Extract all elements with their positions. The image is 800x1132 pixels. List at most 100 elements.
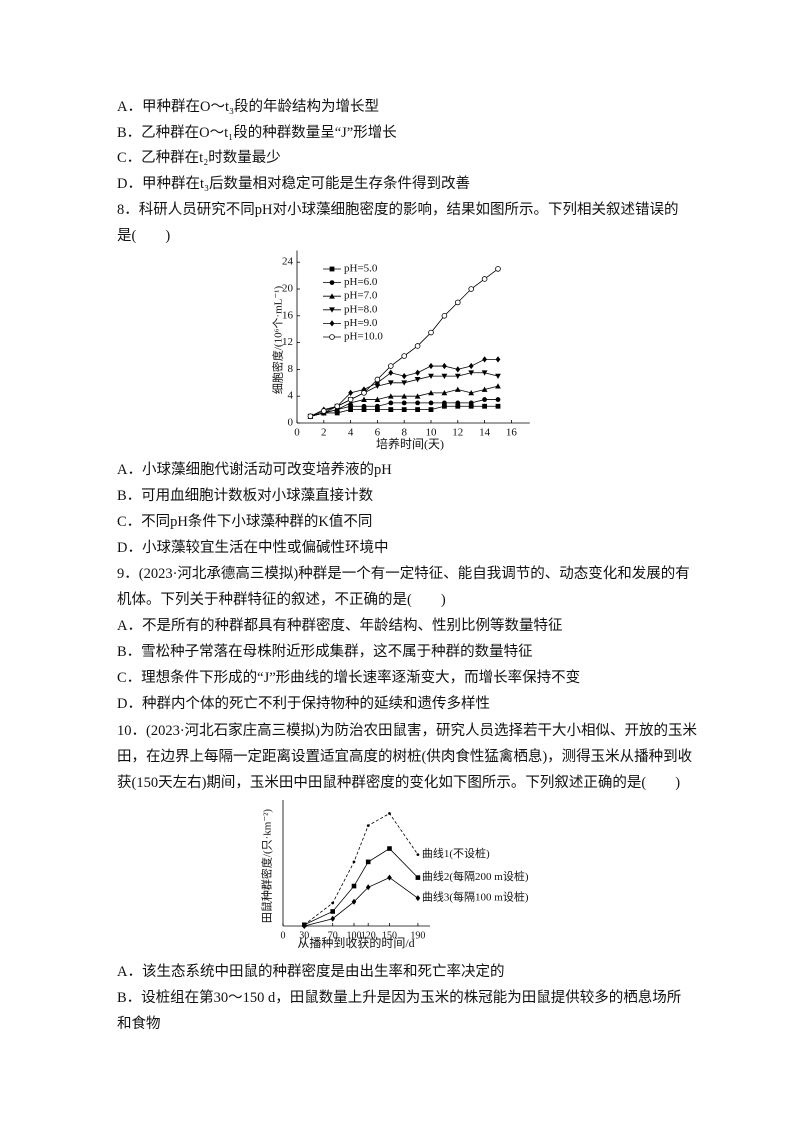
marker — [374, 383, 381, 390]
text-line: 和食物 — [117, 1016, 161, 1032]
text-line: 8．科研人员研究不同pH对小球藻细胞密度的影响，结果如图所示。下列相关叙述错误的 — [117, 202, 679, 218]
text-line: D．种群内个体的死亡不利于保持物种的延续和遗传多样性 — [117, 696, 490, 712]
marker — [401, 353, 408, 359]
text-line: A．不是所有的种群都具有种群密度、年龄结构、性别比例等数量特征 — [117, 618, 563, 634]
text-line: B．雪松种子常落在母株附近形成集群，这不属于种群的数量特征 — [117, 644, 533, 660]
marker — [415, 875, 421, 880]
marker — [454, 373, 461, 379]
y-tick-label: 20 — [282, 283, 294, 295]
marker — [482, 356, 487, 363]
legend-label: pH=6.0 — [344, 276, 378, 288]
text-line: C．不同pH条件下小球藻种群的K值不同 — [117, 514, 373, 530]
marker — [401, 380, 408, 386]
marker — [334, 403, 341, 410]
text-line: A．该生态系统中田鼠的种群密度是由出生率和死亡率决定的 — [117, 964, 505, 980]
x-tick-label: 12 — [452, 427, 463, 439]
marker — [352, 860, 356, 864]
marker — [375, 407, 380, 412]
series-line — [304, 877, 419, 927]
x-tick-label: 0 — [281, 930, 286, 941]
marker — [415, 369, 420, 376]
x-tick-label: 70 — [328, 930, 338, 941]
series-line — [304, 848, 419, 926]
marker — [495, 356, 501, 363]
series-line — [304, 812, 419, 926]
x-tick-label: 10 — [426, 427, 438, 439]
marker — [330, 915, 335, 922]
marker — [455, 400, 461, 406]
marker — [365, 884, 371, 891]
legend-marker — [329, 334, 335, 340]
legend-label: pH=5.0 — [344, 263, 378, 275]
marker — [468, 370, 475, 376]
marker — [481, 386, 488, 392]
marker — [428, 373, 434, 379]
marker — [387, 846, 392, 851]
marker — [414, 393, 421, 399]
legend-marker — [329, 266, 335, 272]
text-line: B．设桩组在第30～150 d，田鼠数量上升是因为玉米的株冠能为田鼠提供较多的栖… — [117, 990, 682, 1006]
x-tick-label: 120 — [361, 930, 376, 941]
x-tick-label: 2 — [321, 427, 327, 439]
marker — [495, 383, 501, 389]
marker — [495, 373, 501, 379]
legend-label: 曲线2(每隔200 m设桩) — [422, 869, 529, 883]
marker — [347, 396, 354, 403]
marker — [387, 380, 394, 386]
marker — [441, 312, 448, 319]
marker — [454, 299, 461, 306]
marker — [387, 874, 392, 881]
text-line: B．乙种群在O～t₁段的种群数量呈“J”形增长 — [117, 125, 397, 141]
marker — [351, 898, 357, 905]
marker — [351, 883, 357, 889]
marker — [388, 812, 391, 815]
y-tick-label: 4 — [288, 390, 294, 402]
text-line: A．小球藻细胞代谢活动可改变培养液的pH — [117, 462, 392, 478]
marker — [302, 923, 307, 929]
marker — [361, 390, 367, 396]
marker — [401, 393, 408, 399]
y-tick-label: 0 — [288, 417, 294, 429]
text-line: 是( ) — [117, 228, 171, 244]
x-tick-label: 8 — [401, 427, 407, 439]
marker — [348, 407, 353, 412]
legend-marker — [329, 280, 335, 285]
marker — [388, 400, 394, 406]
legend-label: 曲线1(不设桩) — [422, 846, 490, 860]
marker — [401, 372, 407, 380]
text-line: 9．(2023·河北承德高三模拟)种群是一个有一定特征、能自我调节的、动态变化和… — [117, 566, 690, 582]
marker — [481, 370, 488, 376]
marker — [442, 403, 447, 409]
marker — [387, 393, 394, 399]
marker — [468, 389, 475, 396]
text-line: C．乙种群在t₂时数量最少 — [117, 150, 281, 166]
marker — [320, 408, 327, 414]
y-axis-label: 田鼠种群密度/(只·km⁻²) — [260, 809, 274, 924]
marker — [307, 413, 314, 420]
x-tick-label: 6 — [375, 427, 381, 439]
legend-label: pH=9.0 — [344, 317, 378, 329]
marker — [428, 400, 434, 406]
legend-marker — [329, 293, 335, 299]
x-tick-label: 150 — [382, 930, 397, 941]
y-tick-label: 24 — [282, 256, 294, 268]
marker — [441, 373, 448, 379]
x-axis-label: 从播种到收获的时间/d — [297, 935, 414, 950]
marker — [468, 400, 474, 406]
marker — [334, 410, 340, 416]
marker — [415, 895, 421, 902]
text-line: 田，在边界上每隔一定距离设置适宜高度的树桩(供肉食性猛禽栖息)，测得玉米从播种到… — [117, 749, 693, 765]
marker — [428, 329, 434, 336]
marker — [388, 407, 394, 412]
marker — [388, 369, 394, 376]
marker — [361, 386, 367, 393]
legend-label: pH=10.0 — [344, 331, 383, 343]
text-line: D．小球藻较宜生活在中性或偏碱性环境中 — [117, 540, 389, 556]
text-line: D．甲种群在t₃后数量相对稳定可能是生存条件得到改善 — [117, 176, 471, 192]
marker — [468, 362, 474, 370]
marker — [468, 286, 475, 292]
marker — [468, 403, 474, 409]
marker — [365, 859, 371, 865]
